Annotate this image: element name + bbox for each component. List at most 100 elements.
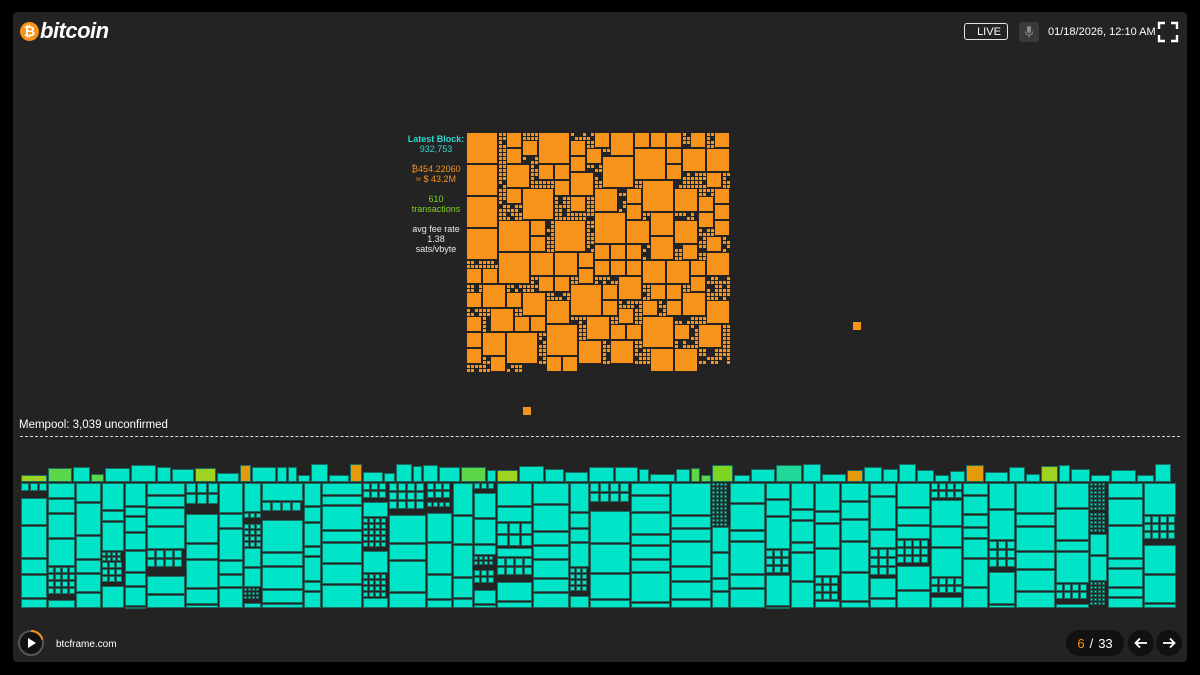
block-tx[interactable] <box>667 261 689 283</box>
mempool-tx[interactable] <box>897 540 904 547</box>
block-tx[interactable] <box>687 321 690 324</box>
block-tx[interactable] <box>727 241 730 244</box>
block-tx[interactable] <box>679 253 682 256</box>
block-tx[interactable] <box>643 317 673 347</box>
mempool-tx[interactable] <box>240 465 251 482</box>
mempool-tx[interactable] <box>1098 507 1101 510</box>
block-tx[interactable] <box>587 141 590 144</box>
block-tx[interactable] <box>683 137 686 140</box>
block-tx[interactable] <box>691 261 705 275</box>
block-tx[interactable] <box>707 289 710 292</box>
mempool-tx[interactable] <box>479 556 483 560</box>
mempool-tx[interactable] <box>671 567 711 581</box>
block-tx[interactable] <box>523 157 526 160</box>
block-tx[interactable] <box>487 261 490 264</box>
mempool-tx[interactable] <box>766 500 790 516</box>
block-tx[interactable] <box>539 181 542 184</box>
mempool-tx[interactable] <box>963 588 988 608</box>
block-tx[interactable] <box>691 185 694 188</box>
mempool-tx[interactable] <box>107 557 111 561</box>
mempool-tx[interactable] <box>671 529 711 541</box>
block-tx[interactable] <box>591 133 594 136</box>
mempool-tx[interactable] <box>131 465 156 482</box>
mempool-tx[interactable] <box>939 483 946 490</box>
mempool-tx[interactable] <box>262 520 303 552</box>
mempool-tx[interactable] <box>55 588 61 594</box>
block-tx[interactable] <box>715 357 718 360</box>
block-tx[interactable] <box>575 281 578 284</box>
mempool-tx[interactable] <box>55 574 61 580</box>
block-tx[interactable] <box>707 357 710 360</box>
mempool-tx[interactable] <box>497 567 505 575</box>
block-tx[interactable] <box>555 205 558 208</box>
mempool-tx[interactable] <box>48 581 54 587</box>
mempool-tx[interactable] <box>379 483 386 490</box>
block-tx[interactable] <box>547 181 550 184</box>
mempool-tx[interactable] <box>165 550 173 558</box>
mempool-tx[interactable] <box>1056 541 1089 551</box>
block-tx[interactable] <box>519 213 522 216</box>
block-tx[interactable] <box>599 169 602 172</box>
mempool-tx[interactable] <box>102 522 124 551</box>
block-tx[interactable] <box>635 353 638 356</box>
block-tx[interactable] <box>467 309 470 312</box>
mempool-tx[interactable] <box>147 550 155 558</box>
block-tx[interactable] <box>615 317 618 320</box>
mempool-tx[interactable] <box>21 599 47 608</box>
block-tx[interactable] <box>711 193 714 196</box>
mempool-tx[interactable] <box>720 491 723 494</box>
mempool-tx[interactable] <box>1094 582 1097 585</box>
mempool-tx[interactable] <box>384 473 395 482</box>
mempool-tx[interactable] <box>244 530 249 535</box>
block-tx[interactable] <box>567 197 570 200</box>
block-tx[interactable] <box>723 185 726 188</box>
block-tx[interactable] <box>707 229 710 232</box>
block-tx[interactable] <box>515 369 518 372</box>
mempool-tx[interactable] <box>671 582 711 599</box>
mempool-tx[interactable] <box>69 567 75 573</box>
block-tx[interactable] <box>607 361 610 364</box>
block-tx[interactable] <box>583 213 586 216</box>
block-tx[interactable] <box>539 345 542 348</box>
block-tx[interactable] <box>635 185 638 188</box>
block-tx[interactable] <box>639 321 642 324</box>
block-tx[interactable] <box>703 317 706 320</box>
mempool-tx[interactable] <box>248 592 251 595</box>
mempool-tx[interactable] <box>381 542 386 547</box>
block-tx[interactable] <box>695 185 698 188</box>
block-tx[interactable] <box>687 185 690 188</box>
block-tx[interactable] <box>635 361 638 364</box>
block-tx[interactable] <box>531 289 534 292</box>
block-tx[interactable] <box>507 289 510 292</box>
block-tx[interactable] <box>467 369 470 372</box>
block-tx[interactable] <box>539 277 553 291</box>
mempool-tx[interactable] <box>676 469 690 482</box>
mempool-tx[interactable] <box>576 586 581 591</box>
block-tx[interactable] <box>571 277 574 280</box>
mempool-tx[interactable] <box>244 592 247 595</box>
block-tx[interactable] <box>663 309 666 312</box>
mempool-tx[interactable] <box>125 551 146 572</box>
mempool-tx[interactable] <box>1137 475 1154 482</box>
block-tx[interactable] <box>707 301 729 323</box>
block-tx[interactable] <box>499 209 502 212</box>
mempool-tx[interactable] <box>375 518 380 523</box>
block-tx[interactable] <box>603 285 617 299</box>
mempool-tx[interactable] <box>1102 503 1105 506</box>
block-tx[interactable] <box>515 317 529 331</box>
block-tx[interactable] <box>475 365 478 368</box>
block-tx[interactable] <box>583 333 586 336</box>
mempool-tx[interactable] <box>474 519 496 544</box>
mempool-tx[interactable] <box>363 592 368 597</box>
block-tx[interactable] <box>559 205 562 208</box>
mempool-tx[interactable] <box>244 603 261 608</box>
block-tx[interactable] <box>587 209 590 212</box>
mempool-tx[interactable] <box>1098 529 1101 532</box>
mempool-tx[interactable] <box>712 491 715 494</box>
block-tx[interactable] <box>639 185 642 188</box>
block-tx[interactable] <box>699 321 702 324</box>
block-tx[interactable] <box>639 309 642 312</box>
block-tx[interactable] <box>511 365 514 368</box>
block-tx[interactable] <box>523 141 537 155</box>
block-tx[interactable] <box>727 277 730 280</box>
